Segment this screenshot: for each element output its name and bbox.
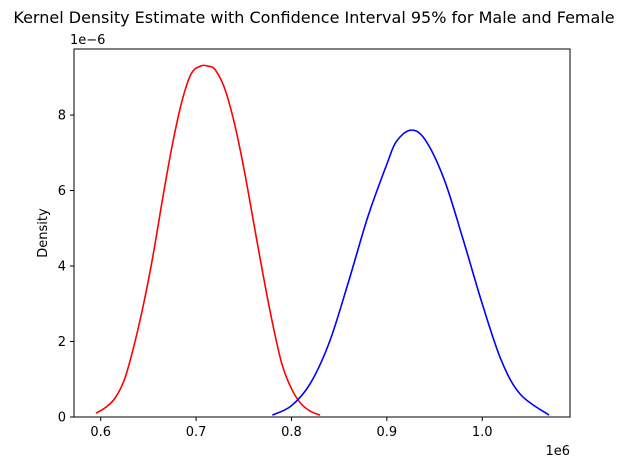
y-tick-label: 6 (58, 184, 66, 199)
y-tick-label: 2 (58, 335, 66, 350)
y-axis-label: Density (36, 208, 51, 258)
y-tick-label: 8 (58, 109, 66, 124)
x-tick-label: 0.7 (186, 425, 207, 440)
y-tick-label: 0 (58, 411, 66, 426)
y-offset-text: 1e−6 (70, 33, 105, 48)
plot-frame (73, 48, 571, 418)
y-axis: 0 2 4 6 8 (58, 109, 74, 426)
x-tick-label: 0.8 (281, 425, 302, 440)
series-layer (95, 64, 550, 416)
chart-title: Kernel Density Estimate with Confidence … (13, 8, 614, 27)
y-tick-label: 4 (58, 260, 66, 275)
red-density-line (95, 64, 321, 416)
x-offset-text: 1e6 (545, 444, 570, 459)
x-tick-label: 0.6 (90, 425, 111, 440)
x-tick-label: 0.9 (377, 425, 398, 440)
blue-density-line (272, 129, 550, 416)
x-tick-label: 1.0 (472, 425, 493, 440)
x-axis: 0.6 0.7 0.8 0.9 1.0 (90, 417, 493, 440)
